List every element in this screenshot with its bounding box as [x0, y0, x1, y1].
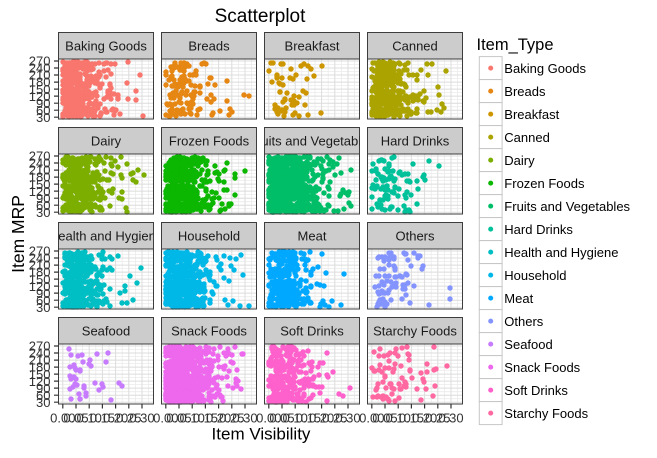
svg-text:Hard Drinks: Hard Drinks [381, 133, 450, 148]
svg-text:Meat: Meat [298, 228, 327, 243]
svg-text:Household: Household [178, 228, 240, 243]
svg-text:Seafood: Seafood [82, 323, 130, 338]
svg-text:Others: Others [395, 228, 435, 243]
svg-text:Canned: Canned [392, 38, 438, 53]
svg-text:Dairy: Dairy [91, 133, 122, 148]
svg-text:Health and Hygiene: Health and Hygiene [49, 228, 163, 243]
svg-text:Breads: Breads [188, 38, 230, 53]
svg-text:Breakfast: Breakfast [285, 38, 340, 53]
svg-text:Baking Goods: Baking Goods [65, 38, 147, 53]
svg-text:Fruits and Vegetables: Fruits and Vegetables [249, 133, 375, 148]
svg-text:Frozen Foods: Frozen Foods [169, 133, 250, 148]
